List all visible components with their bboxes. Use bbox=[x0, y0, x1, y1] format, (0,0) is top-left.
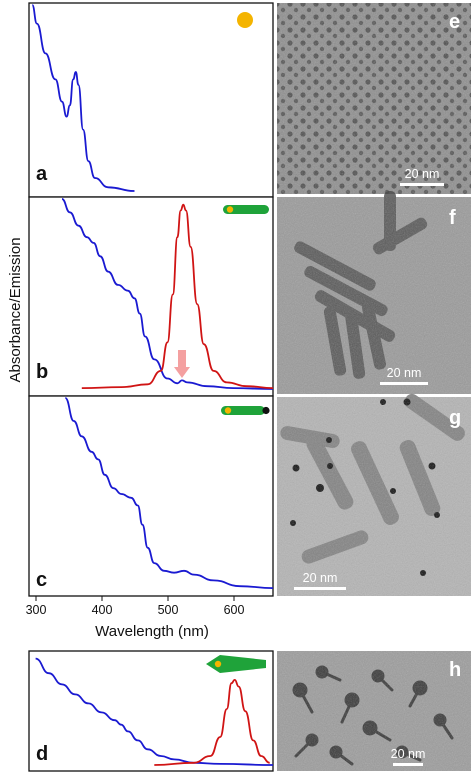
scale-bar-label: 20 nm bbox=[303, 571, 338, 585]
panel-a-frame bbox=[28, 2, 274, 198]
scale-bar bbox=[400, 183, 444, 186]
x-tick-label: 600 bbox=[224, 603, 245, 617]
tem-image-h: h 20 nm bbox=[277, 651, 471, 771]
x-tick-label: 500 bbox=[158, 603, 179, 617]
scale-bar bbox=[380, 382, 428, 385]
tem-image-g: g 20 nm bbox=[277, 393, 471, 596]
panel-a-absorbance-curve bbox=[31, 4, 135, 192]
scale-bar bbox=[294, 587, 346, 590]
scale-bar-label: 20 nm bbox=[391, 747, 426, 761]
panel-b-absorbance-curve bbox=[61, 198, 274, 390]
sphere-icon bbox=[237, 12, 253, 28]
down-arrow-icon bbox=[174, 350, 190, 378]
scale-bar-label: 20 nm bbox=[405, 167, 440, 181]
panel-b-frame bbox=[28, 196, 274, 397]
nanorod-with-dot-and-tip-icon bbox=[221, 406, 270, 415]
panel-a-label: a bbox=[36, 163, 48, 185]
panel-c-frame bbox=[28, 395, 274, 597]
tetrapod-arrow-icon bbox=[206, 655, 266, 673]
scale-bar-label: 20 nm bbox=[387, 366, 422, 380]
x-tick-label: 400 bbox=[92, 603, 113, 617]
x-tick-label: 300 bbox=[26, 603, 47, 617]
tem-e-label: e bbox=[449, 11, 460, 33]
tem-image-e: e 20 nm bbox=[277, 3, 471, 194]
panel-d-label: d bbox=[36, 743, 48, 765]
tem-h-label: h bbox=[449, 659, 461, 681]
scale-bar bbox=[393, 763, 423, 766]
panel-c-absorbance-curve bbox=[64, 397, 274, 589]
panel-d-absorbance-curve bbox=[35, 657, 274, 766]
y-axis-label: Absorbance/Emission bbox=[7, 237, 24, 382]
tem-image-f: f 20 nm bbox=[277, 191, 471, 394]
panel-c-label: c bbox=[36, 569, 47, 591]
x-axis: 300 400 500 600 bbox=[26, 596, 245, 617]
tem-g-label: g bbox=[449, 407, 461, 429]
tem-f-label: f bbox=[449, 207, 456, 229]
x-axis-label: Wavelength (nm) bbox=[95, 623, 209, 640]
nanorod-with-dot-icon bbox=[223, 205, 269, 214]
panel-b-label: b bbox=[36, 361, 48, 383]
panel-b-emission-curve bbox=[81, 203, 274, 389]
panel-d-emission-curve bbox=[154, 678, 270, 766]
